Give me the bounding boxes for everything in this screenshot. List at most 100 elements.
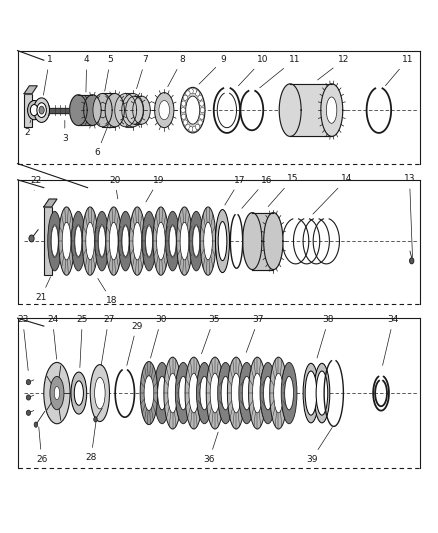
Ellipse shape [215, 209, 230, 273]
Ellipse shape [210, 373, 220, 413]
Text: 24: 24 [47, 315, 58, 359]
Ellipse shape [51, 225, 59, 257]
Text: 26: 26 [36, 427, 47, 464]
Ellipse shape [189, 88, 193, 94]
Text: 10: 10 [238, 55, 268, 86]
Ellipse shape [200, 114, 204, 119]
Text: 23: 23 [17, 315, 28, 370]
Ellipse shape [74, 381, 83, 405]
Ellipse shape [175, 362, 191, 424]
Ellipse shape [181, 114, 186, 119]
Polygon shape [264, 213, 283, 270]
Ellipse shape [200, 207, 216, 275]
Ellipse shape [198, 120, 202, 125]
Ellipse shape [166, 211, 180, 271]
Ellipse shape [140, 361, 158, 425]
Text: 6: 6 [94, 125, 109, 157]
Polygon shape [290, 84, 332, 136]
Ellipse shape [122, 226, 129, 256]
Ellipse shape [145, 225, 153, 257]
Ellipse shape [26, 395, 31, 400]
Ellipse shape [59, 207, 74, 275]
Ellipse shape [51, 226, 58, 256]
Polygon shape [243, 213, 262, 270]
Ellipse shape [206, 357, 224, 429]
Ellipse shape [142, 211, 156, 271]
Text: 30: 30 [151, 315, 167, 358]
Polygon shape [279, 84, 301, 136]
Text: 16: 16 [242, 176, 272, 208]
Ellipse shape [186, 124, 190, 130]
Ellipse shape [158, 376, 166, 410]
Ellipse shape [239, 362, 254, 424]
Ellipse shape [314, 364, 330, 423]
Ellipse shape [195, 91, 200, 96]
Ellipse shape [180, 222, 189, 260]
Text: 22: 22 [30, 176, 42, 190]
Ellipse shape [34, 98, 49, 123]
Ellipse shape [274, 373, 283, 413]
Ellipse shape [200, 108, 205, 113]
Ellipse shape [94, 417, 97, 422]
Ellipse shape [48, 211, 62, 271]
Ellipse shape [180, 87, 205, 133]
Ellipse shape [110, 222, 118, 260]
Ellipse shape [169, 226, 176, 256]
Ellipse shape [154, 362, 170, 424]
Ellipse shape [26, 379, 31, 385]
Text: 15: 15 [268, 174, 298, 207]
Ellipse shape [198, 95, 202, 100]
Ellipse shape [193, 226, 200, 256]
Ellipse shape [192, 225, 200, 257]
Text: 13: 13 [404, 174, 415, 257]
Ellipse shape [164, 357, 181, 429]
Ellipse shape [39, 106, 44, 114]
Ellipse shape [181, 108, 185, 113]
Ellipse shape [227, 357, 245, 429]
Ellipse shape [99, 226, 106, 256]
Ellipse shape [192, 88, 197, 94]
Text: 2: 2 [25, 120, 31, 138]
Ellipse shape [168, 373, 177, 413]
Ellipse shape [156, 222, 165, 260]
Polygon shape [133, 96, 150, 124]
Ellipse shape [29, 235, 34, 242]
Ellipse shape [34, 422, 38, 427]
Text: 34: 34 [382, 315, 399, 366]
Polygon shape [321, 84, 343, 136]
Text: 7: 7 [137, 55, 148, 88]
Ellipse shape [189, 373, 199, 413]
Ellipse shape [179, 376, 187, 410]
Ellipse shape [242, 376, 251, 410]
Text: 38: 38 [317, 315, 334, 358]
Ellipse shape [200, 101, 204, 106]
Ellipse shape [122, 225, 129, 257]
Polygon shape [102, 93, 115, 127]
Ellipse shape [260, 362, 276, 424]
Ellipse shape [186, 96, 200, 124]
Polygon shape [105, 93, 124, 127]
Ellipse shape [129, 207, 145, 275]
Polygon shape [134, 96, 141, 124]
Polygon shape [24, 86, 37, 94]
Ellipse shape [155, 93, 174, 128]
Ellipse shape [189, 211, 203, 271]
Text: 21: 21 [35, 277, 50, 302]
Ellipse shape [119, 211, 133, 271]
Text: 11: 11 [385, 55, 413, 86]
Ellipse shape [221, 376, 230, 410]
Ellipse shape [200, 376, 209, 410]
Ellipse shape [204, 222, 212, 260]
Text: 19: 19 [146, 176, 164, 202]
Ellipse shape [189, 126, 193, 132]
Ellipse shape [28, 101, 41, 120]
Ellipse shape [218, 222, 227, 261]
Ellipse shape [153, 207, 169, 275]
Bar [24, 94, 32, 126]
Polygon shape [126, 96, 143, 124]
Text: 18: 18 [98, 278, 117, 305]
Ellipse shape [242, 376, 251, 410]
Ellipse shape [26, 410, 31, 415]
Text: 39: 39 [306, 427, 332, 464]
Ellipse shape [82, 207, 98, 275]
